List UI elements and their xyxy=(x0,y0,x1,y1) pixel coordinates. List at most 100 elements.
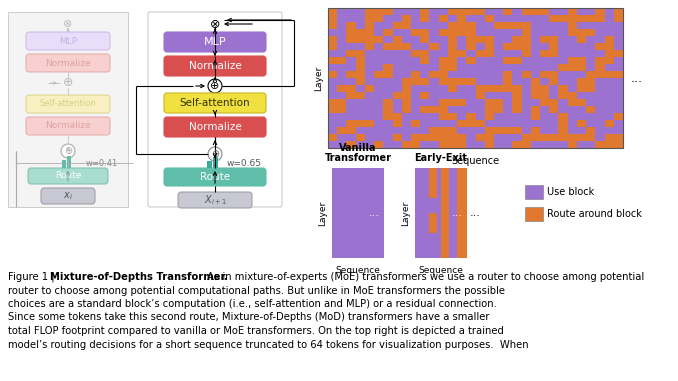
Bar xyxy=(346,120,356,127)
Bar xyxy=(420,71,429,78)
Bar xyxy=(577,127,586,134)
Bar xyxy=(466,120,475,127)
Bar xyxy=(448,99,457,106)
Bar xyxy=(513,127,521,134)
Bar xyxy=(393,106,402,113)
Bar xyxy=(605,15,614,22)
Bar xyxy=(521,113,531,120)
Bar xyxy=(337,134,346,141)
Bar xyxy=(448,57,457,64)
Bar xyxy=(513,92,521,99)
Bar xyxy=(429,141,439,148)
Bar xyxy=(383,92,393,99)
Bar xyxy=(346,64,356,71)
Bar xyxy=(614,127,623,134)
Bar xyxy=(494,99,503,106)
Bar xyxy=(595,15,605,22)
Bar xyxy=(605,8,614,15)
Bar xyxy=(383,8,393,15)
Bar xyxy=(437,168,441,258)
Bar xyxy=(328,113,337,120)
Bar xyxy=(494,127,503,134)
Bar xyxy=(614,8,623,15)
Text: Route around block: Route around block xyxy=(547,209,642,219)
Bar xyxy=(494,57,503,64)
Bar xyxy=(466,64,475,71)
Bar xyxy=(521,85,531,92)
Bar xyxy=(429,233,437,258)
Bar xyxy=(374,141,383,148)
Bar xyxy=(494,106,503,113)
Bar xyxy=(513,36,521,43)
Bar xyxy=(374,127,383,134)
Bar xyxy=(457,113,466,120)
Bar xyxy=(540,50,549,57)
Bar xyxy=(494,43,503,50)
Bar xyxy=(540,99,549,106)
Bar xyxy=(475,57,485,64)
Bar xyxy=(374,92,383,99)
Bar xyxy=(521,64,531,71)
Bar xyxy=(429,92,439,99)
Bar xyxy=(521,8,531,15)
Bar xyxy=(411,64,420,71)
Bar xyxy=(448,78,457,85)
Bar xyxy=(549,15,559,22)
Text: Route: Route xyxy=(55,171,81,181)
Bar xyxy=(383,22,393,29)
Bar xyxy=(567,43,577,50)
Bar xyxy=(494,78,503,85)
Bar xyxy=(374,29,383,36)
Bar xyxy=(213,157,218,168)
Bar xyxy=(586,36,595,43)
Bar xyxy=(614,134,623,141)
Bar xyxy=(521,50,531,57)
Bar xyxy=(614,120,623,127)
Bar xyxy=(448,120,457,127)
Bar xyxy=(402,43,411,50)
Bar xyxy=(559,85,567,92)
Bar xyxy=(531,29,540,36)
Bar xyxy=(614,99,623,106)
Bar xyxy=(503,22,513,29)
FancyBboxPatch shape xyxy=(164,56,266,76)
Bar xyxy=(411,78,420,85)
Bar xyxy=(605,22,614,29)
Bar xyxy=(328,8,337,15)
Bar xyxy=(346,8,356,15)
Text: Self-attention: Self-attention xyxy=(180,98,250,108)
Bar xyxy=(466,29,475,36)
Bar xyxy=(420,43,429,50)
Bar xyxy=(402,120,411,127)
Bar xyxy=(411,8,420,15)
Bar xyxy=(485,120,494,127)
Text: ...: ... xyxy=(369,208,380,218)
Bar xyxy=(457,106,466,113)
Bar xyxy=(328,36,337,43)
FancyBboxPatch shape xyxy=(164,32,266,52)
Bar xyxy=(494,134,503,141)
Bar xyxy=(383,57,393,64)
Bar xyxy=(420,8,429,15)
Bar xyxy=(540,127,549,134)
Bar xyxy=(383,127,393,134)
Bar xyxy=(586,120,595,127)
Bar xyxy=(374,85,383,92)
Bar xyxy=(559,106,567,113)
Bar xyxy=(567,113,577,120)
Bar xyxy=(521,36,531,43)
Bar xyxy=(577,134,586,141)
Text: $x_i$: $x_i$ xyxy=(63,190,73,202)
Bar xyxy=(429,168,437,198)
Bar xyxy=(614,113,623,120)
Bar xyxy=(540,15,549,22)
Bar xyxy=(411,29,420,36)
Bar xyxy=(356,43,365,50)
Bar xyxy=(531,141,540,148)
Bar xyxy=(328,141,337,148)
Bar xyxy=(402,8,411,15)
Bar xyxy=(577,120,586,127)
Bar xyxy=(586,85,595,92)
Bar xyxy=(614,15,623,22)
Bar xyxy=(540,134,549,141)
